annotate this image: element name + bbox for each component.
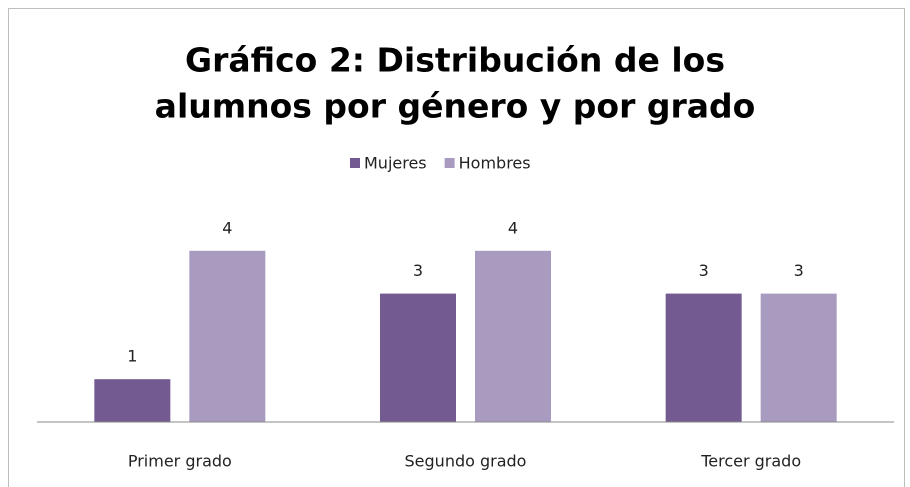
chart-title: alumnos por género y por grado (155, 87, 756, 126)
legend-swatch (350, 158, 360, 168)
data-label: 1 (127, 347, 137, 366)
data-label: 4 (222, 218, 232, 237)
legend-label: Mujeres (364, 154, 427, 173)
bar (475, 250, 551, 422)
bar (380, 293, 456, 422)
data-label: 4 (508, 218, 518, 237)
bar (760, 293, 837, 422)
legend-swatch (444, 158, 455, 168)
bar (189, 250, 266, 422)
x-tick-label: Tercer grado (700, 452, 801, 471)
legend-label: Hombres (459, 154, 531, 173)
data-label: 3 (413, 261, 423, 280)
data-label: 3 (699, 261, 709, 280)
chart-title: Gráfico 2: Distribución de los (185, 41, 725, 80)
bar (665, 293, 742, 422)
data-label: 3 (794, 261, 804, 280)
bar (94, 379, 171, 422)
x-tick-label: Segundo grado (405, 452, 527, 471)
x-tick-label: Primer grado (128, 452, 232, 471)
